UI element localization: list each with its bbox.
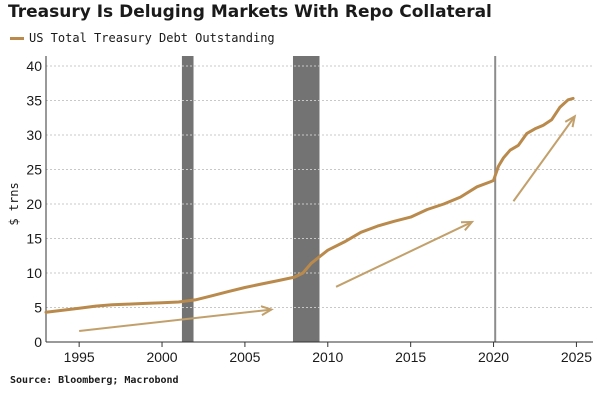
arrow-shaft-0 xyxy=(79,308,272,332)
y-tick-label-2: 10 xyxy=(26,265,42,281)
series-layer xyxy=(44,96,575,314)
arrow-head-1 xyxy=(460,220,475,231)
shaded-period-1 xyxy=(292,56,320,342)
y-tick-label-5: 25 xyxy=(26,162,42,178)
x-tick-label-3: 2010 xyxy=(312,349,343,365)
series-line-0 xyxy=(44,96,575,314)
y-tick-label-8: 40 xyxy=(26,58,42,74)
chart-title: Treasury Is Deluging Markets With Repo C… xyxy=(8,2,492,22)
x-tick-label-2: 2005 xyxy=(229,349,260,365)
y-tick-label-3: 15 xyxy=(26,231,42,247)
x-tick-label-4: 2015 xyxy=(395,349,426,365)
x-tick-label-1: 2000 xyxy=(146,349,177,365)
y-tick-label-7: 35 xyxy=(26,93,42,109)
shaded-periods xyxy=(181,56,320,342)
arrow-shaft-2 xyxy=(512,115,576,202)
y-tick-label-6: 30 xyxy=(26,127,42,143)
arrow-head-0 xyxy=(260,305,274,317)
y-tick-label-1: 5 xyxy=(34,300,42,316)
arrow-shaft-1 xyxy=(335,221,473,288)
grid-lines xyxy=(46,65,593,308)
shaded-period-0 xyxy=(181,56,194,342)
y-axis-label: $ trns xyxy=(7,182,21,225)
source-note: Source: Bloomberg; Macrobond xyxy=(10,375,179,386)
y-tick-label-4: 20 xyxy=(26,196,42,212)
arrow-head-2 xyxy=(564,114,577,128)
x-tick-label-6: 2025 xyxy=(561,349,592,365)
x-tick-label-5: 2020 xyxy=(478,349,509,365)
legend-swatch xyxy=(10,36,24,40)
annotation-arrows xyxy=(79,114,577,332)
y-tick-label-0: 0 xyxy=(34,334,42,350)
x-tick-label-0: 1995 xyxy=(64,349,95,365)
legend: US Total Treasury Debt Outstanding xyxy=(10,30,275,46)
legend-label: US Total Treasury Debt Outstanding xyxy=(29,31,275,45)
